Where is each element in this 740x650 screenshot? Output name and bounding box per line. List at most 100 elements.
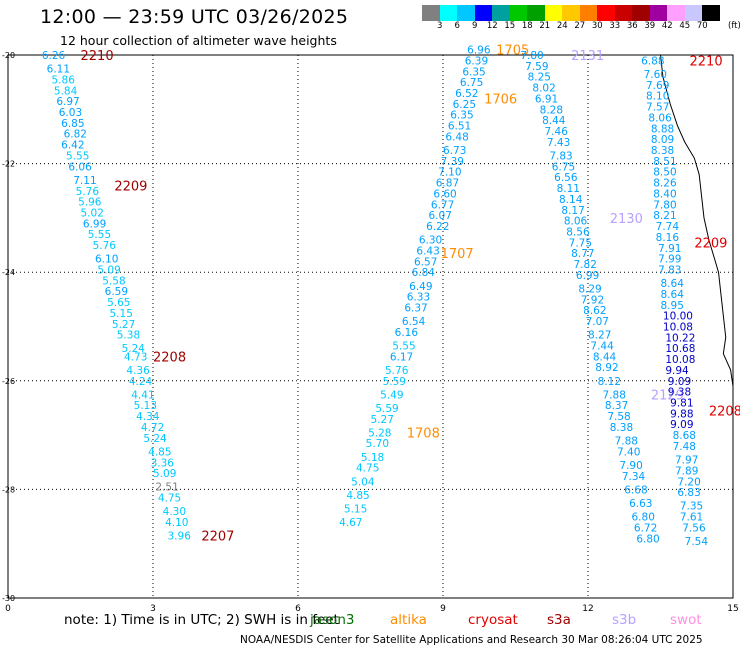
x-tick-label: 3 [150,604,156,614]
swh-value: 5.96 [78,197,102,209]
legend-unit: (ft) [728,21,740,31]
x-tick-label: 15 [727,604,738,614]
y-tick-label: -26 [2,377,15,386]
swh-value: 6.59 [105,286,128,298]
swh-value: 5.84 [54,85,78,97]
legend-label: 36 [626,21,638,31]
swh-value: 7.69 [646,80,669,92]
swh-value: 6.75 [552,161,575,173]
mission-label-s3a: s3a [547,612,571,628]
swh-value: 10.22 [665,332,695,344]
swh-value: 6.68 [624,484,647,496]
time-label: 2131 [571,49,604,64]
y-tick-label: -28 [2,485,15,494]
swh-value: 6.48 [445,131,468,143]
swh-value: 5.76 [385,365,409,377]
swh-value: 10.00 [663,311,693,323]
legend-label: 15 [504,21,516,31]
legend-label: 6 [454,21,460,31]
swh-value: 6.35 [462,66,485,78]
legend-label: 27 [574,21,586,31]
swh-value: 6.82 [64,129,87,141]
swh-value: 7.11 [73,175,96,187]
legend-swatch [632,5,650,21]
swh-value: 6.07 [429,210,452,222]
swh-value: 8.25 [528,72,551,84]
swh-value: 6.63 [629,498,652,510]
legend-swatch [439,5,457,21]
swh-value: 8.14 [559,194,583,206]
swh-value: 8.26 [653,178,677,190]
swh-value: 6.88 [641,55,664,67]
swh-value: 7.60 [644,69,667,81]
swh-value: 8.17 [561,205,584,217]
swh-value: 7.92 [581,294,604,306]
swh-value: 6.96 [467,45,491,57]
mission-label-s3b: s3b [612,612,637,628]
swh-value: 5.55 [88,229,111,241]
swh-value: 7.20 [677,476,700,488]
time-label: 2208 [153,350,186,365]
swh-value: 6.42 [61,140,84,152]
swh-value: 7.82 [574,259,597,271]
time-label: 1705 [496,44,529,59]
x-tick-label: 6 [295,604,301,614]
swh-value: 7.59 [525,61,548,73]
swh-value: 6.56 [554,172,578,184]
swh-value: 6.25 [453,99,476,111]
swh-value: 6.16 [395,327,419,339]
y-tick-label: -22 [2,160,15,169]
swh-value: 8.88 [651,123,674,135]
swh-value: 7.90 [619,460,642,472]
swh-value: 10.08 [663,322,693,334]
legend-swatch [562,5,580,21]
swh-value: 4.85 [148,446,171,458]
color-legend-labels: 3 6 9 12 15 18 21 24 27 30 33 36 39 42 45 70 [431,21,711,31]
chart-subtitle: 12 hour collection of altimeter wave hei… [60,33,337,48]
swh-value: 6.54 [402,316,426,328]
swh-value: 6.75 [460,77,483,89]
swh-value: 7.57 [646,102,669,114]
swh-value: 7.88 [615,436,638,448]
swh-value: 5.55 [392,341,415,353]
swh-value: 6.17 [390,351,413,363]
swh-value: 5.27 [371,414,394,426]
swh-value: 7.54 [685,536,709,548]
swh-value: 8.38 [610,422,633,434]
swh-value: 7.99 [658,254,681,266]
swh-value: 7.88 [603,389,626,401]
x-tick-label: 0 [5,604,11,614]
swh-value: 7.07 [586,316,609,328]
y-tick-label: -30 [2,594,15,603]
swh-value: 8.56 [566,226,590,238]
swh-value: 6.80 [636,533,659,545]
swh-value: 8.16 [656,232,680,244]
legend-label: 30 [591,21,603,31]
swh-value: 8.44 [542,115,566,127]
swh-value: 6.80 [632,512,655,524]
swh-value: 5.76 [76,186,100,198]
legend-label: 24 [556,21,568,31]
swh-value: 7.10 [438,167,461,179]
plot-frame [7,54,734,599]
swh-value: 2.51 [155,482,178,494]
swh-value: 5.58 [102,275,125,287]
chart-title: 12:00 — 23:59 UTC 03/26/2025 [40,6,349,28]
mission-label-swot: swot [670,612,702,628]
swh-value: 6.99 [576,270,599,282]
legend-swatch [544,5,562,21]
swh-value: 4.10 [165,517,188,529]
swh-value: 7.91 [658,243,681,255]
swh-value: 5.49 [380,389,403,401]
swh-value: 5.70 [366,438,389,450]
swh-value: 6.49 [409,281,432,293]
legend-label: 33 [609,21,621,31]
legend-swatch [597,5,615,21]
swh-value: 8.62 [583,305,606,317]
y-tick-label: -20 [2,51,15,60]
color-legend-bar [422,5,720,21]
mission-label-jason3: jason3 [310,612,355,628]
swh-value: 9.94 [665,365,689,377]
swh-value: 8.21 [653,210,676,222]
swh-value: 7.43 [547,137,570,149]
